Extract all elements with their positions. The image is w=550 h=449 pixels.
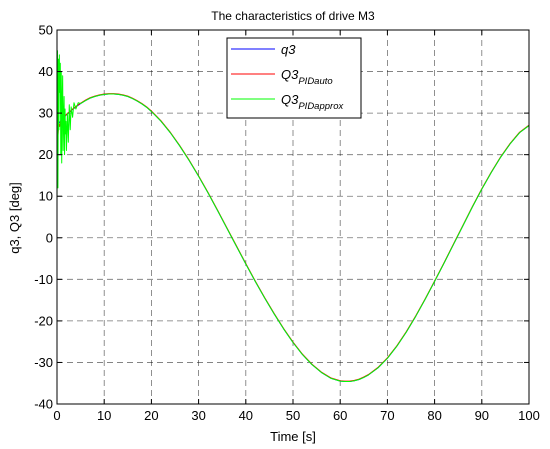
y-tick-label: -40 (34, 397, 53, 412)
legend-label-1: q3 (281, 42, 296, 57)
y-tick-label: -20 (34, 313, 53, 328)
chart-title: The characteristics of drive M3 (211, 9, 375, 23)
y-tick-label: 20 (39, 147, 53, 162)
y-tick-label: 40 (39, 64, 53, 79)
axis-ticks: 0 10 20 30 40 50 60 70 80 90 100 -40 -30 -20 -10 0 10 20 3… (34, 23, 540, 424)
x-tick-label: 10 (97, 408, 111, 423)
x-tick-label: 40 (239, 408, 253, 423)
x-tick-label: 60 (333, 408, 347, 423)
y-tick-label: 50 (39, 23, 53, 38)
series-layer (56, 50, 530, 383)
y-tick-label: 10 (39, 189, 53, 204)
x-tick-label: 100 (518, 408, 540, 423)
y-axis-title: q3, Q3 [deg] (7, 182, 22, 254)
legend-box (226, 37, 362, 119)
y-tick-label: 30 (39, 106, 53, 121)
x-tick-label: 20 (144, 408, 158, 423)
x-tick-label: 50 (286, 408, 300, 423)
x-tick-label: 0 (53, 408, 60, 423)
y-tick-label: -10 (34, 272, 53, 287)
x-axis-title: Time [s] (270, 429, 316, 444)
x-tick-label: 30 (191, 408, 205, 423)
y-tick-label: 0 (46, 230, 53, 245)
x-tick-label: 90 (475, 408, 489, 423)
grid (57, 30, 529, 404)
x-tick-label: 80 (427, 408, 441, 423)
x-tick-label: 70 (380, 408, 394, 423)
series-line-3 (56, 50, 530, 383)
y-tick-label: -30 (34, 355, 53, 370)
